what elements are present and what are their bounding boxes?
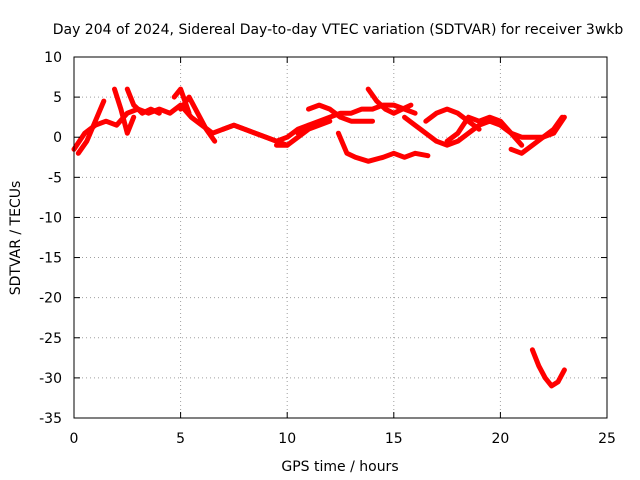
series-track-8 <box>274 118 333 148</box>
series-track-17 <box>529 347 567 389</box>
series-track-3 <box>112 86 137 136</box>
x-tick-label: 0 <box>70 431 79 447</box>
x-tick-label: 20 <box>491 431 509 447</box>
series-track-9 <box>295 102 418 136</box>
x-tick-label: 15 <box>385 431 403 447</box>
series-track-12 <box>365 86 414 116</box>
y-tick-label: 5 <box>53 90 62 106</box>
series-track-7 <box>220 122 290 148</box>
y-tick-label: 0 <box>53 130 62 146</box>
y-tick-label: -30 <box>39 371 62 387</box>
series-track-11 <box>335 130 431 164</box>
y-tick-label: -20 <box>39 291 62 307</box>
series-track-4 <box>124 86 162 116</box>
x-tick-label: 10 <box>278 431 296 447</box>
y-tick-label: -5 <box>48 170 62 186</box>
y-tick-label: -15 <box>39 251 62 267</box>
x-axis-label: GPS time / hours <box>281 459 398 475</box>
x-tick-label: 5 <box>176 431 185 447</box>
y-tick-label: -25 <box>39 331 62 347</box>
series-track-6 <box>178 94 218 144</box>
series-track-14 <box>423 106 482 132</box>
plot-frame <box>73 56 608 419</box>
ticks: 0 5 10 15 20 25 10 5 0 -5 -10 -15 -20 -25 -30 -35 <box>39 50 616 447</box>
y-axis-label: SDTVAR / TECUs <box>8 181 24 296</box>
chart-title: Day 204 of 2024, Sidereal Day-to-day VTE… <box>53 22 624 38</box>
x-tick-label: 25 <box>598 431 616 447</box>
series-track-2 <box>75 98 107 156</box>
series-track-5 <box>171 86 192 116</box>
series-track-10 <box>306 102 375 124</box>
series-layer <box>71 86 567 389</box>
y-tick-label: -35 <box>39 411 62 427</box>
y-tick-label: -10 <box>39 210 62 226</box>
series-track-16 <box>508 114 565 156</box>
y-tick-label: 10 <box>44 50 62 66</box>
